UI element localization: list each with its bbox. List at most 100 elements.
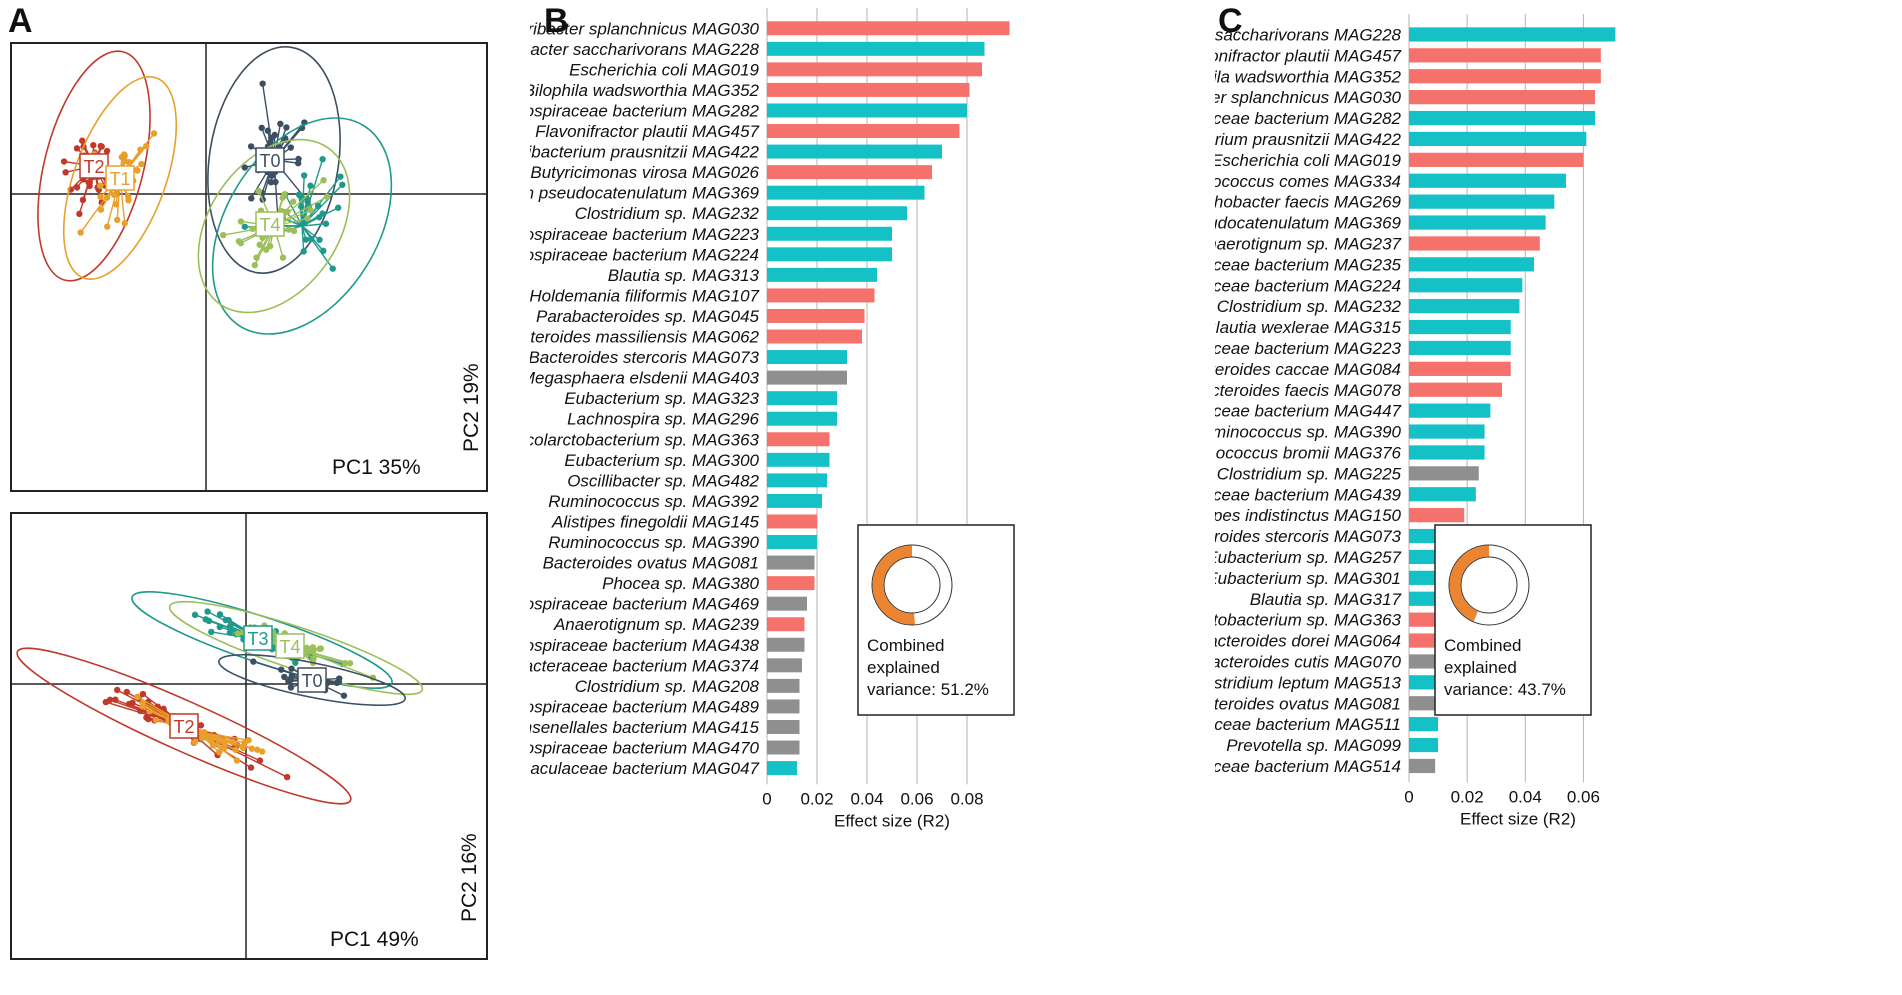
bar (767, 535, 817, 550)
sample-point (287, 684, 295, 691)
donut-arc (1449, 545, 1490, 622)
x-tick-label: 0.04 (1509, 787, 1542, 806)
sample-point (316, 236, 323, 243)
x-tick-label: 0.06 (900, 789, 933, 808)
category-label: Bacteroides ovatus MAG081 (1215, 694, 1401, 713)
sample-point (143, 714, 150, 721)
sample-point (249, 225, 256, 233)
sample-point (191, 611, 199, 619)
category-label: Ruminococcaceae bacterium MAG514 (1215, 757, 1401, 776)
x-tick-label: 0.02 (1451, 787, 1484, 806)
category-label: Lachnospiraceae bacterium MAG282 (530, 101, 760, 120)
category-label: Coprococcus comes MAG334 (1215, 172, 1401, 191)
category-label: Eubacterium sp. MAG323 (564, 389, 759, 408)
panel-letter-b: B (544, 2, 569, 40)
sample-point (255, 187, 263, 195)
category-label: Clostridium sp. MAG208 (575, 677, 760, 696)
bar (767, 658, 802, 673)
bar (767, 329, 862, 344)
bar (1409, 278, 1523, 293)
sample-point (134, 167, 141, 174)
bar (767, 576, 815, 591)
pca-top-plot: T2 T1 T0 T4 PC1 35% PC2 19% (10, 42, 488, 492)
chart-b: Odoribacter splanchnicus MAG030 Fusicaten… (530, 8, 1015, 830)
sample-point (279, 194, 286, 201)
spoke (301, 175, 305, 227)
category-label: Bacteroides dorei MAG064 (1215, 632, 1401, 651)
bar (767, 678, 800, 693)
x-tick-label: 0.06 (1567, 787, 1600, 806)
category-label: Escherichia coli MAG019 (1215, 151, 1402, 170)
sample-point (237, 239, 245, 247)
sample-point (139, 703, 147, 710)
spoke (301, 225, 320, 241)
bar (767, 719, 800, 734)
donut-outline-outer (871, 544, 953, 626)
bar (767, 41, 985, 56)
sample-point (62, 169, 69, 176)
sample-point (334, 204, 342, 211)
centroid-box (255, 147, 285, 173)
category-label: Anaerotignum sp. MAG237 (1215, 234, 1402, 253)
bar (767, 165, 932, 180)
sample-point (258, 748, 266, 755)
category-label: Oscillospiraceae bacterium MAG489 (530, 697, 760, 716)
category-label: Lachnospiraceae bacterium MAG282 (1215, 109, 1402, 128)
variance-text: explained (1444, 658, 1517, 677)
bar (767, 247, 892, 262)
sample-point (300, 172, 308, 179)
spoke (301, 158, 324, 227)
category-label: Parabacteroides sp. MAG045 (536, 307, 760, 326)
sample-point (204, 608, 211, 615)
panel-letter-c: C (1218, 2, 1243, 40)
centroid-label: T2 (83, 157, 104, 177)
pca-bottom-y-label: PC2 16% (458, 833, 481, 922)
bar (767, 493, 822, 508)
centroid-box (297, 667, 327, 693)
category-label: Alistipes finegoldii MAG145 (551, 512, 759, 531)
pca-top-y-label: PC2 19% (460, 363, 483, 452)
sample-point (241, 164, 248, 171)
sample-point (320, 177, 327, 184)
sample-point (290, 198, 297, 205)
sample-point (259, 80, 266, 87)
centroid-box (79, 153, 109, 179)
bar (767, 761, 797, 776)
sample-point (250, 658, 257, 665)
category-label: Faecalibacterium prausnitzii MAG422 (1215, 130, 1402, 149)
bar (1409, 508, 1465, 523)
category-label: Odoribacter splanchnicus MAG030 (1215, 88, 1402, 107)
sample-point (234, 630, 241, 637)
bar (767, 288, 875, 303)
sample-point (277, 666, 285, 673)
category-label: Clostridium sp. MAG225 (1217, 464, 1402, 483)
category-label: Bifidobacterium pseudocatenulatum MAG369 (530, 184, 760, 203)
category-label: Bilophila wadsworthia MAG352 (1215, 67, 1402, 86)
category-label: Phocea sp. MAG380 (602, 574, 759, 593)
bar (1409, 403, 1491, 418)
bar (767, 206, 907, 221)
bar (767, 699, 800, 714)
sample-point (300, 248, 307, 255)
bar (1409, 69, 1601, 84)
bar (1409, 340, 1511, 356)
sample-point (307, 207, 314, 214)
category-label: Bacteroides faecis MAG078 (1215, 381, 1402, 400)
bar (767, 370, 847, 385)
centroid-label: T0 (301, 671, 322, 691)
category-label: Phascolarctobacterium sp. MAG363 (1215, 611, 1402, 630)
x-tick-label: 0.08 (950, 789, 983, 808)
category-label: Clostridium leptum MAG513 (1215, 673, 1402, 692)
bar (1409, 27, 1616, 42)
x-tick-label: 0.04 (850, 789, 883, 808)
bar (767, 226, 892, 241)
centroid-label: T4 (279, 637, 300, 657)
sample-point (73, 184, 81, 191)
sample-point (97, 206, 105, 213)
category-label: Bacteroides caccae MAG084 (1215, 360, 1401, 379)
x-axis-label: Effect size (R2) (834, 811, 950, 830)
sample-point (277, 120, 284, 128)
sample-point (150, 130, 158, 137)
category-label: Faecalibacterium prausnitzii MAG422 (530, 143, 760, 162)
category-label: Eubacterium sp. MAG257 (1215, 548, 1402, 567)
